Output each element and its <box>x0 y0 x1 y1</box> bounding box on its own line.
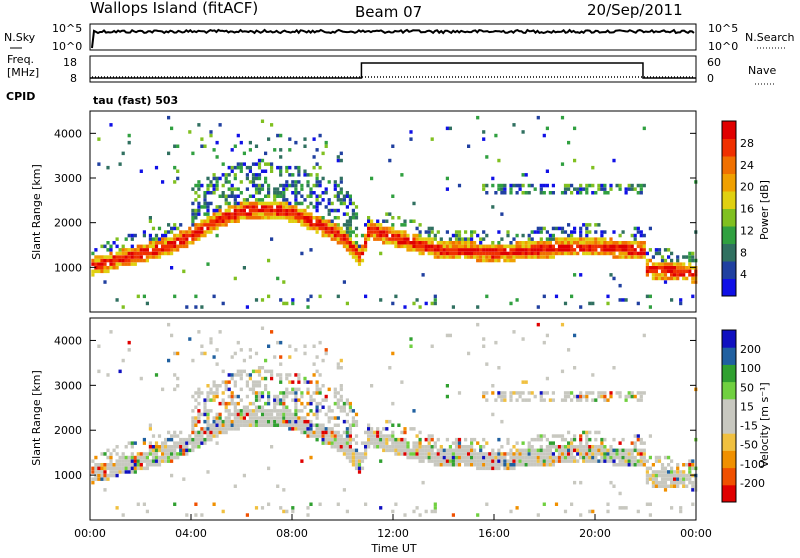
y-tick-label: 1000 <box>54 469 82 482</box>
colorbar-swatch <box>722 208 736 227</box>
colorbar-tick-label: 4 <box>740 268 747 281</box>
colorbar-swatch <box>722 121 736 139</box>
colorbar-tick-label: -200 <box>740 477 765 490</box>
colorbar-swatch <box>722 398 736 417</box>
velocity-y-axis-label: Slant Range [km] <box>30 370 43 466</box>
freq-strip: Freq. [MHz] 18 8 60 0 Nave CPID tau (fas… <box>6 53 776 107</box>
power-panel: 1000 2000 3000 4000 Slant Range [km] 28 24 20… <box>30 110 771 313</box>
nsky-right-tick-bottom: 10^0 <box>708 40 738 53</box>
power-colorbar: 28 24 20 16 12 8 4 <box>721 120 754 297</box>
y-tick-label: 3000 <box>54 379 82 392</box>
colorbar-swatch <box>722 156 736 174</box>
y-tick-label: 3000 <box>54 172 82 185</box>
y-tick-label: 1000 <box>54 261 82 274</box>
x-tick-label: 16:00 <box>478 527 510 540</box>
velocity-echo-cells <box>91 322 698 517</box>
cpid-value: tau (fast) 503 <box>93 94 178 107</box>
x-tick-label: 04:00 <box>175 527 207 540</box>
velocity-colorbar-label: Velocity [m s⁻¹] <box>758 382 771 467</box>
nave-tick-top: 60 <box>707 56 721 69</box>
colorbar-swatch <box>722 261 736 279</box>
colorbar-tick-label: 16 <box>740 203 754 216</box>
freq-tick-top: 18 <box>63 56 77 69</box>
nsky-right-tick-top: 10^5 <box>708 22 738 35</box>
colorbar-swatch <box>722 191 736 209</box>
colorbar-tick-label: 200 <box>740 343 761 356</box>
colorbar-swatch <box>722 381 736 400</box>
nsky-tick-bottom: 10^0 <box>52 40 82 53</box>
colorbar-swatch <box>722 243 736 262</box>
colorbar-tick-label: 50 <box>740 381 754 394</box>
x-tick-label: 00:00 <box>74 527 106 540</box>
nsky-strip: N.Sky 10^5 10^0 10^5 10^0 N.Search <box>4 22 795 53</box>
colorbar-tick-label: 8 <box>740 246 747 259</box>
colorbar-tick-label: 28 <box>740 137 754 150</box>
colorbar-swatch <box>722 416 736 434</box>
colorbar-swatch <box>722 226 736 244</box>
colorbar-swatch <box>722 278 736 297</box>
cpid-label: CPID <box>6 90 35 103</box>
colorbar-swatch <box>722 467 736 486</box>
nsky-tick-top: 10^5 <box>52 22 82 35</box>
colorbar-swatch <box>722 450 736 469</box>
colorbar-tick-label: 20 <box>740 181 754 194</box>
velocity-colorbar: 200 100 50 15 -15 -50 -100 -200 <box>721 329 765 503</box>
nave-label: Nave <box>748 64 776 77</box>
x-axis-label: Time UT <box>370 542 416 554</box>
power-colorbar-label: Power [dB] <box>758 180 771 240</box>
colorbar-swatch <box>722 364 736 383</box>
power-echo-cells <box>91 115 698 309</box>
colorbar-swatch <box>722 484 736 503</box>
power-y-axis-label: Slant Range [km] <box>30 164 43 260</box>
colorbar-swatch <box>722 433 736 451</box>
colorbar-tick-label: -50 <box>740 439 758 452</box>
colorbar-tick-label: 100 <box>740 362 761 375</box>
colorbar-tick-label: -15 <box>740 420 758 433</box>
y-tick-label: 4000 <box>54 127 82 140</box>
date-title: 20/Sep/2011 <box>587 1 683 19</box>
colorbar-swatch <box>722 347 736 365</box>
velocity-panel: 1000 2000 3000 4000 00:00 04:00 08:00 12:00 16:… <box>30 317 771 555</box>
colorbar-swatch <box>722 173 736 192</box>
x-tick-label: 08:00 <box>276 527 308 540</box>
x-tick-label: 20:00 <box>579 527 611 540</box>
freq-tick-bottom: 8 <box>70 72 77 85</box>
y-tick-label: 4000 <box>54 334 82 347</box>
colorbar-tick-label: -100 <box>740 458 765 471</box>
nave-tick-bottom: 0 <box>707 72 714 85</box>
colorbar-tick-label: 24 <box>740 159 754 172</box>
y-tick-label: 2000 <box>54 217 82 230</box>
freq-unit-label: [MHz] <box>7 66 39 79</box>
y-tick-label: 2000 <box>54 424 82 437</box>
station-title: Wallops Island (fitACF) <box>90 0 258 17</box>
colorbar-swatch <box>722 138 736 157</box>
beam-title: Beam 07 <box>355 3 422 21</box>
x-tick-label: 00:00 <box>680 527 712 540</box>
freq-label: Freq. <box>7 53 34 66</box>
colorbar-swatch <box>722 330 736 348</box>
colorbar-tick-label: 12 <box>740 224 754 237</box>
nsky-label: N.Sky <box>4 31 36 44</box>
nsearch-label: N.Search <box>745 31 795 44</box>
colorbar-tick-label: 15 <box>740 400 754 413</box>
x-tick-label: 12:00 <box>377 527 409 540</box>
